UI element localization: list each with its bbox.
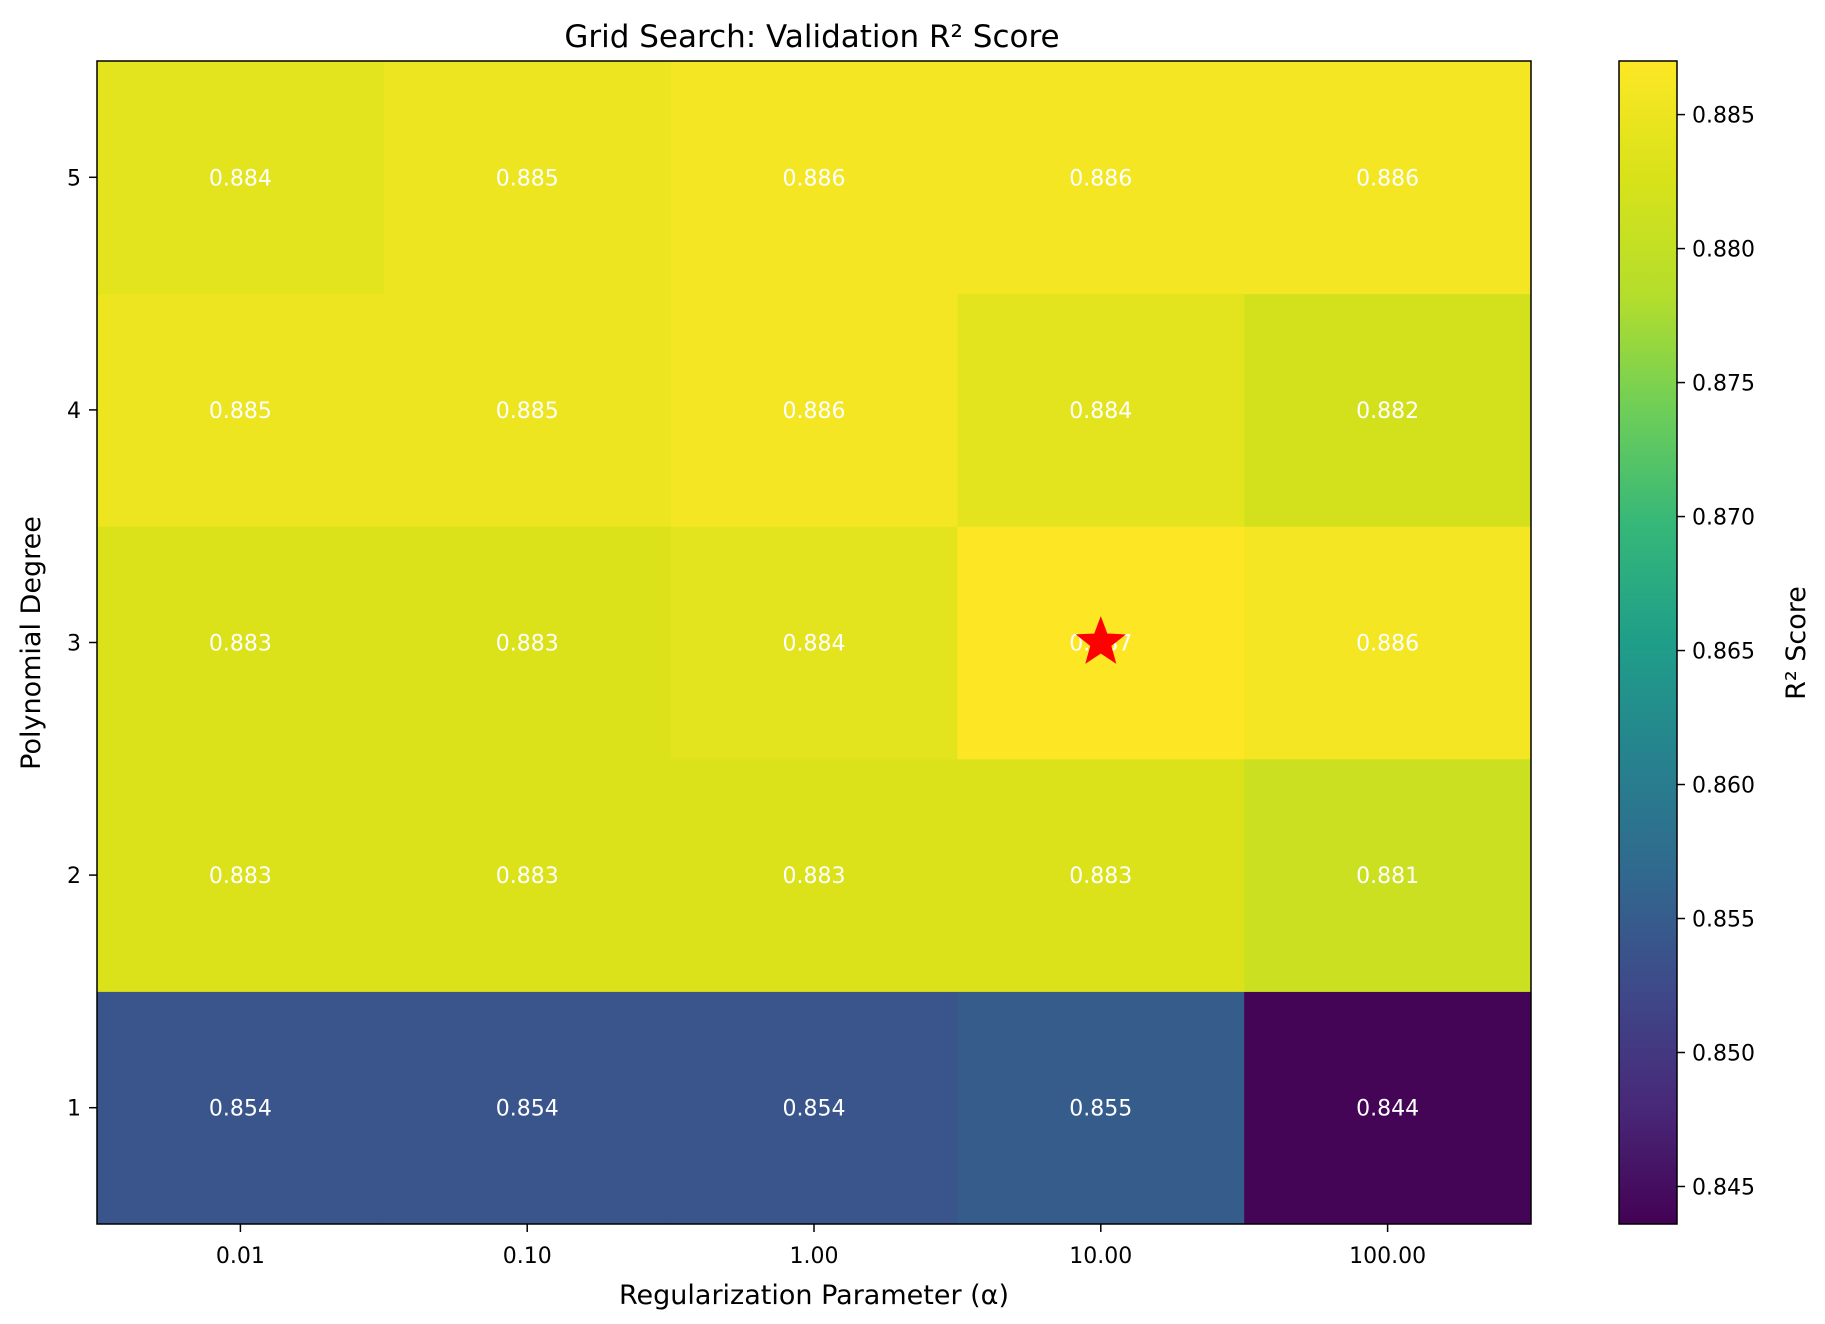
heatmap-cell <box>670 61 958 295</box>
colorbar-tick-label: 0.885 <box>1692 104 1755 129</box>
heatmap-cell <box>97 758 385 992</box>
cell-value-label: 0.884 <box>1069 399 1132 424</box>
best-marker-layer <box>1075 616 1126 664</box>
heatmap-cell <box>383 526 672 760</box>
heatmap-cell <box>957 61 1245 295</box>
heatmap-cell <box>383 758 672 992</box>
heatmap-cell <box>97 991 385 1225</box>
x-tick-label: 100.00 <box>1349 1244 1426 1269</box>
colorbar-tick-label: 0.865 <box>1692 640 1755 665</box>
colorbar-tick-label: 0.855 <box>1692 908 1755 933</box>
cell-value-label: 0.886 <box>783 399 846 424</box>
heatmap-cell <box>1244 991 1532 1225</box>
cell-value-label: 0.881 <box>1356 864 1419 889</box>
colorbar-tick-label: 0.880 <box>1692 238 1755 263</box>
x-axis-label: Regularization Parameter (α) <box>619 1280 1009 1311</box>
cell-value-label: 0.883 <box>209 864 272 889</box>
heatmap-cell <box>97 61 385 295</box>
heatmap-cell <box>383 991 672 1225</box>
colorbar-ticks: 0.845 0.850 0.855 0.860 0.865 0.870 0.875 0.880… <box>1677 104 1755 1200</box>
y-tick-label: 2 <box>67 864 81 889</box>
heatmap-cell <box>670 526 958 760</box>
cell-value-label: 0.885 <box>496 166 559 191</box>
x-axis-ticks: 0.01 0.10 1.00 10.00 100.00 <box>216 1224 1426 1269</box>
cell-value-label: 0.844 <box>1356 1097 1419 1122</box>
x-tick-label: 10.00 <box>1069 1244 1132 1269</box>
heatmap-cells <box>97 61 1532 1225</box>
heatmap-cell <box>383 61 672 295</box>
cell-value-label: 0.885 <box>496 399 559 424</box>
y-axis-ticks: 1 2 3 4 5 <box>67 166 97 1122</box>
heatmap-cell <box>1244 758 1532 992</box>
heatmap-cell <box>957 758 1245 992</box>
y-tick-label: 1 <box>67 1097 81 1122</box>
cell-value-label: 0.886 <box>783 166 846 191</box>
cell-value-label: 0.883 <box>1069 864 1132 889</box>
cell-value-label: 0.883 <box>496 632 559 657</box>
heatmap-cell <box>1244 61 1532 295</box>
colorbar-tick-label: 0.870 <box>1692 506 1755 531</box>
cell-value-label: 0.854 <box>209 1097 272 1122</box>
cell-value-label: 0.884 <box>209 166 272 191</box>
x-tick-label: 0.10 <box>503 1244 552 1269</box>
best-score-star-marker <box>1075 616 1126 664</box>
heatmap-cell <box>957 991 1245 1225</box>
heatmap-cell <box>670 758 958 992</box>
colorbar-tick-label: 0.850 <box>1692 1041 1755 1066</box>
cell-value-label: 0.883 <box>496 864 559 889</box>
heatmap-cell <box>670 991 958 1225</box>
y-axis-label: Polynomial Degree <box>16 516 47 770</box>
cell-value-label: 0.854 <box>783 1097 846 1122</box>
cell-value-label: 0.883 <box>783 864 846 889</box>
chart-title: Grid Search: Validation R² Score <box>564 19 1059 55</box>
colorbar-tick-label: 0.875 <box>1692 372 1755 397</box>
cell-value-label: 0.882 <box>1356 399 1419 424</box>
y-tick-label: 4 <box>67 399 81 424</box>
y-tick-label: 3 <box>67 632 81 657</box>
cell-value-label: 0.885 <box>209 399 272 424</box>
cell-value-label: 0.886 <box>1356 632 1419 657</box>
y-tick-label: 5 <box>67 166 81 191</box>
colorbar-tick-label: 0.845 <box>1692 1175 1755 1200</box>
cell-value-label: 0.855 <box>1069 1097 1132 1122</box>
heatmap-cell <box>97 293 385 527</box>
x-tick-label: 0.01 <box>216 1244 265 1269</box>
heatmap-cell <box>1244 526 1532 760</box>
heatmap-cell <box>1244 293 1532 527</box>
colorbar-tick-label: 0.860 <box>1692 774 1755 799</box>
cell-value-label: 0.883 <box>209 632 272 657</box>
cell-value-label: 0.886 <box>1356 166 1419 191</box>
cell-value-label: 0.886 <box>1069 166 1132 191</box>
heatmap-cell <box>97 526 385 760</box>
colorbar-label: R² Score <box>1781 586 1812 700</box>
cell-value-label: 0.884 <box>783 632 846 657</box>
x-tick-label: 1.00 <box>790 1244 839 1269</box>
heatmap-cell <box>383 293 672 527</box>
heatmap-cell <box>957 293 1245 527</box>
cell-value-label: 0.854 <box>496 1097 559 1122</box>
heatmap-cell-labels: 0.854 0.854 0.854 0.855 0.844 0.883 0.883 0.883… <box>209 166 1419 1121</box>
heatmap-cell <box>670 293 958 527</box>
colorbar-gradient <box>1618 60 1678 1225</box>
